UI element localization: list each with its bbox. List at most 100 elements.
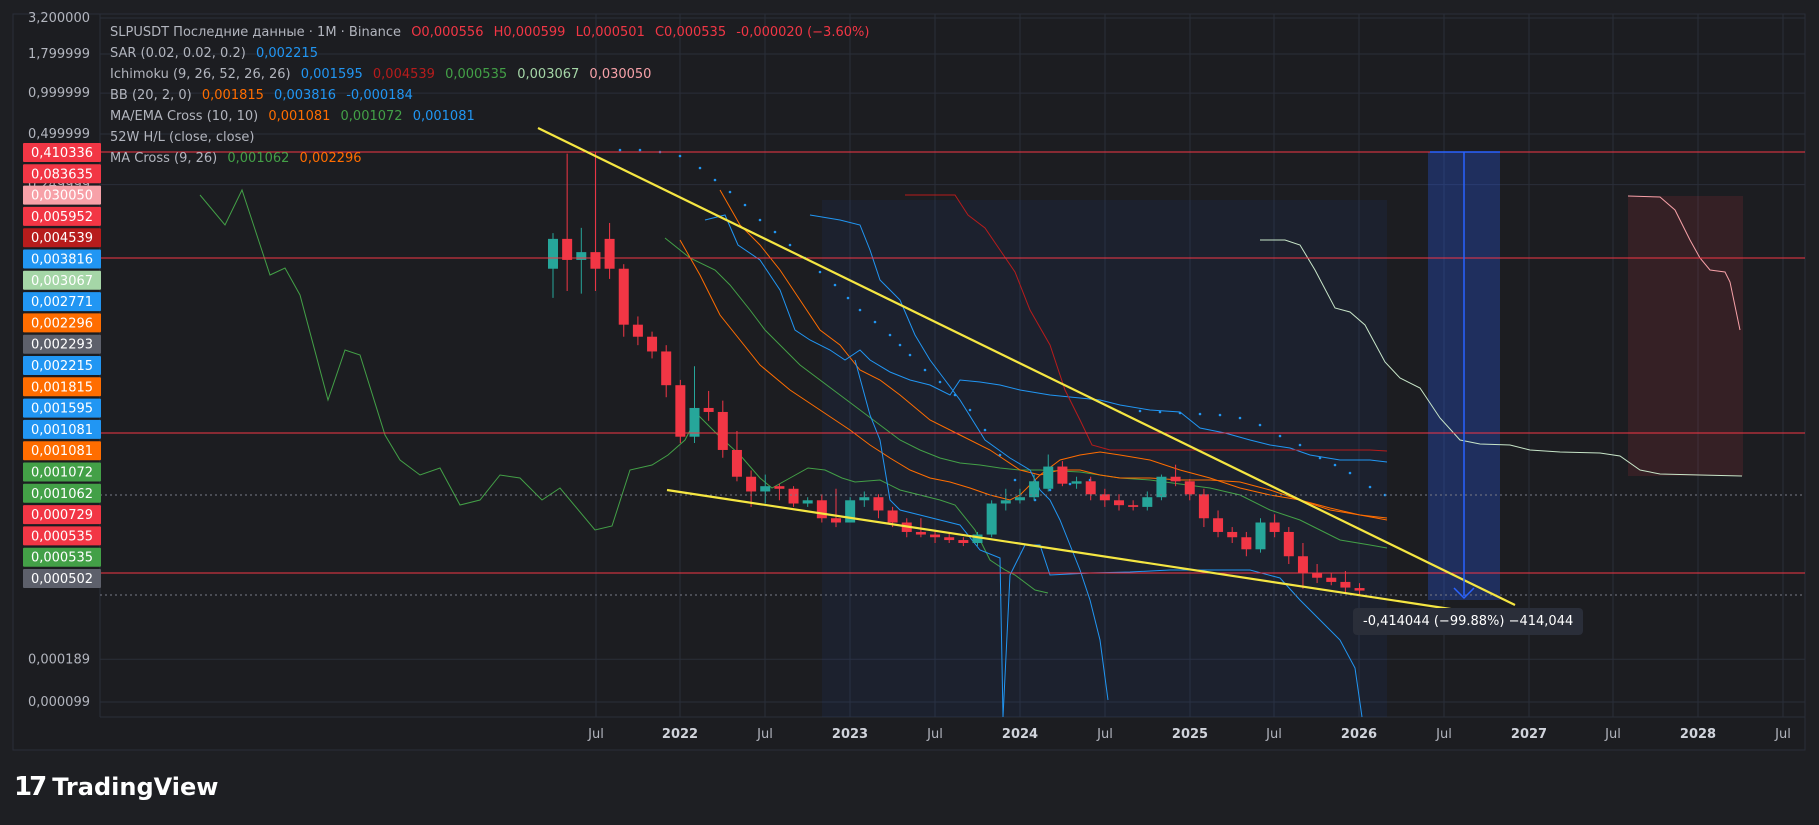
sar-dot [968,408,972,412]
candle-body [632,324,643,337]
price-badge [23,249,101,269]
close-value: C0,000535 [654,25,727,40]
hl52-name: 52W H/L (close, close) [110,130,255,145]
candle-body [675,385,686,437]
candle-body [746,476,757,492]
sar-dot [698,166,702,170]
time-tick-label: Jul [587,727,604,742]
candle-body [661,351,672,386]
price-badge-label: 0,002293 [31,338,93,353]
price-badge [23,356,101,375]
sar-dot [1068,482,1072,486]
price-badge [23,206,101,226]
candle-body [831,518,841,523]
price-badge-label: 0,001081 [31,423,93,438]
ma-cross-legend[interactable]: MA Cross (9, 26) 0,001062 0,002296 [110,148,875,169]
price-badge-label: 0,003067 [31,274,93,289]
candle-body [1340,581,1351,588]
time-tick-label: 2022 [662,727,698,742]
candle-body [915,531,926,535]
hl52-legend[interactable]: 52W H/L (close, close) [110,127,875,148]
time-tick-label: Jul [1265,727,1282,742]
time-tick-label: Jul [756,727,773,742]
price-badge-label: 0,002771 [31,295,93,310]
price-badge-label: 0,001062 [31,487,93,502]
price-axis[interactable]: 3,2000001,7999990,9999990,4999990,249999… [23,11,101,710]
sar-legend[interactable]: SAR (0.02, 0.02, 0.2) 0,002215 [110,43,875,64]
sar-dot [1318,456,1322,460]
drawings[interactable] [100,127,1805,614]
bb-legend[interactable]: BB (20, 2, 0) 0,001815 0,003816 -0,00018… [110,85,875,106]
price-badge [23,547,101,567]
candle-body [604,238,615,269]
candle-body [1156,476,1167,498]
candles [548,152,1365,595]
future-cloud-region [1628,196,1743,476]
price-badge-label: 0,030050 [31,189,93,204]
price-badge-label: 0,410336 [31,146,93,161]
price-badge-label: 0,000502 [31,572,93,587]
candle-body [930,534,941,538]
candle-body [562,238,573,260]
price-badge-label: 0,000535 [31,551,93,566]
price-badge [23,164,101,184]
price-badge [23,526,101,546]
ma-cross-v1: 0,001062 [227,151,290,166]
ichimoku-legend[interactable]: Ichimoku (9, 26, 52, 26, 26) 0,001595 0,… [110,64,875,85]
candle-body [1312,572,1323,578]
time-axis[interactable]: Jul 2022 Jul 2023 Jul 2024 Jul 2025 Jul 2026 Jul 20… [587,727,1791,742]
open-value: O0,000556 [411,25,484,40]
price-badge [23,505,101,525]
price-badge [23,185,101,205]
sar-dot [1158,410,1162,414]
price-badge-label: 0,001081 [31,444,93,459]
time-tick-label: 2024 [1002,727,1038,742]
candle-body [760,486,771,492]
candle-body [887,510,898,523]
tradingview-logo[interactable]: 17 TradingView [14,772,218,802]
price-tick-label: 1,799999 [28,47,90,62]
price-badge [23,483,101,503]
sar-dot [998,453,1002,457]
change-value: -0,000020 (−3.60%) [736,25,870,40]
candle-body [548,238,558,269]
candle-body [1354,588,1365,591]
candle-body [859,497,870,501]
ma-ema-legend[interactable]: MA/EMA Cross (10, 10) 0,001081 0,001072 … [110,106,875,127]
price-badge-label: 0,005952 [31,210,93,225]
indicator-legend: SLPUSDT Последние данные · 1M · Binance … [110,22,875,169]
sar-dot [888,333,892,337]
candle-body [1085,481,1096,495]
price-badge-label: 0,002296 [31,316,93,331]
ma-ema-v1: 0,001081 [268,109,331,124]
sar-dot [1278,434,1282,438]
ma-cross-name: MA Cross (9, 26) [110,151,218,166]
sar-dot [678,154,682,158]
symbol-name[interactable]: SLPUSDT Последние данные · 1M · Binance [110,25,402,40]
sar-dot [898,343,902,347]
sar-dot [818,270,822,274]
candle-body [1213,518,1224,532]
ichimoku-v2: 0,004539 [372,67,435,82]
candle-body [1269,522,1280,532]
sar-name: SAR (0.02, 0.02, 0.2) [110,46,246,61]
price-badge [23,419,101,439]
sar-dot [953,393,957,397]
candle-body [1043,466,1054,489]
candle-body [873,497,884,511]
sar-dot [1298,443,1302,447]
time-tick-label: Jul [926,727,943,742]
low-value: L0,000501 [575,25,645,40]
price-badge-label: 0,001072 [31,466,93,481]
price-badge-label: 0,001815 [31,380,93,395]
candle-body [1326,577,1337,582]
symbol-row[interactable]: SLPUSDT Последние данные · 1M · Binance … [110,22,875,43]
bb-v2: 0,003816 [274,88,337,103]
sar-dot [873,320,877,324]
candle-body [958,540,969,543]
price-badge [23,270,101,290]
ma-ema-name: MA/EMA Cross (10, 10) [110,109,259,124]
lower-trendline [666,488,1471,614]
bb-v1: 0,001815 [201,88,264,103]
